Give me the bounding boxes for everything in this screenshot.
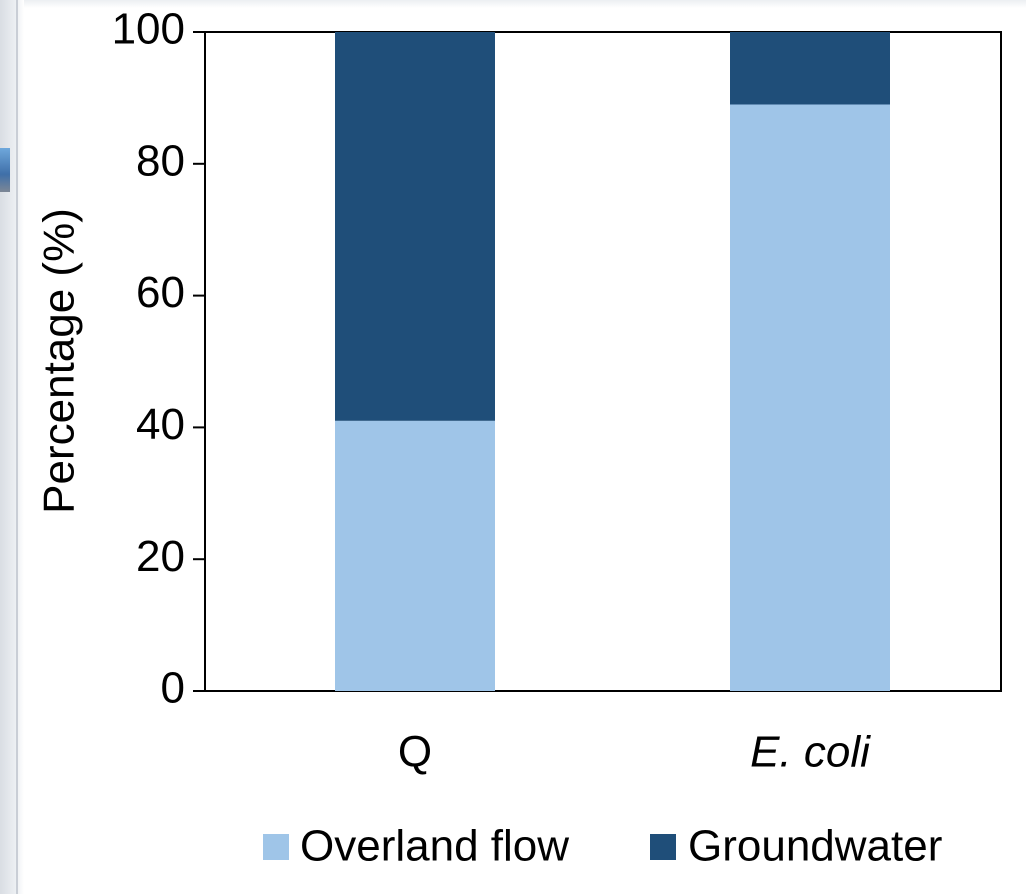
- y-tick-label: 80: [136, 136, 185, 185]
- legend-label: Overland flow: [300, 822, 569, 871]
- bar-segment: [335, 420, 495, 691]
- y-axis-title: Percentage (%): [35, 208, 84, 514]
- x-category-label: Q: [398, 728, 432, 777]
- x-axis-labels: Q E. coli: [398, 728, 871, 777]
- x-category-label: E. coli: [750, 728, 871, 777]
- legend: Overland flow Groundwater: [263, 822, 942, 871]
- bar-segment: [730, 104, 890, 692]
- y-tick-label: 40: [136, 400, 185, 449]
- y-tick-label: 60: [136, 268, 185, 317]
- y-tick-label: 0: [161, 664, 185, 713]
- legend-label: Groundwater: [688, 822, 942, 871]
- window-left-border: [16, 0, 18, 894]
- legend-swatch: [650, 834, 676, 860]
- bars-group: [335, 32, 890, 692]
- y-tick-label: 100: [112, 5, 185, 54]
- y-tick-label: 20: [136, 532, 185, 581]
- plot-area-frame: [204, 31, 1002, 692]
- legend-swatch: [263, 834, 289, 860]
- y-axis: 0 20 40 60 80 100: [112, 5, 205, 713]
- bar-segment: [730, 32, 890, 105]
- side-tab-icon[interactable]: [0, 148, 10, 192]
- window-top-shadow: [0, 0, 1026, 8]
- bar-segment: [335, 32, 495, 421]
